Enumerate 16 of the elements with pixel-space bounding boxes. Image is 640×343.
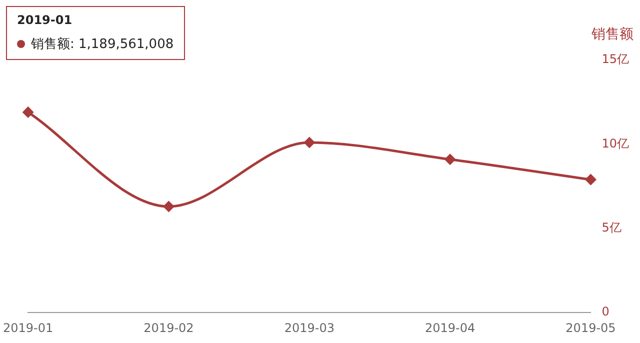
y-tick-label: 15亿 xyxy=(602,52,630,66)
x-tick-label: 2019-03 xyxy=(284,320,334,335)
x-tick-label: 2019-02 xyxy=(144,320,194,335)
y-tick-label: 5亿 xyxy=(602,220,622,235)
point xyxy=(22,106,34,118)
x-tick-label: 2019-01 xyxy=(3,320,54,335)
y-tick-label: 0 xyxy=(602,304,610,319)
point xyxy=(585,174,596,185)
point xyxy=(444,154,456,165)
x-tick-label: 2019-05 xyxy=(566,320,616,335)
y-axis-title: 销售额 xyxy=(590,26,634,43)
y-tick-label: 10亿 xyxy=(602,136,630,150)
point xyxy=(163,201,174,212)
text: 2019-01 销售额: 1,189,561,008 xyxy=(17,13,174,53)
x-tick-label: 2019-04 xyxy=(424,320,476,335)
point xyxy=(304,137,315,148)
